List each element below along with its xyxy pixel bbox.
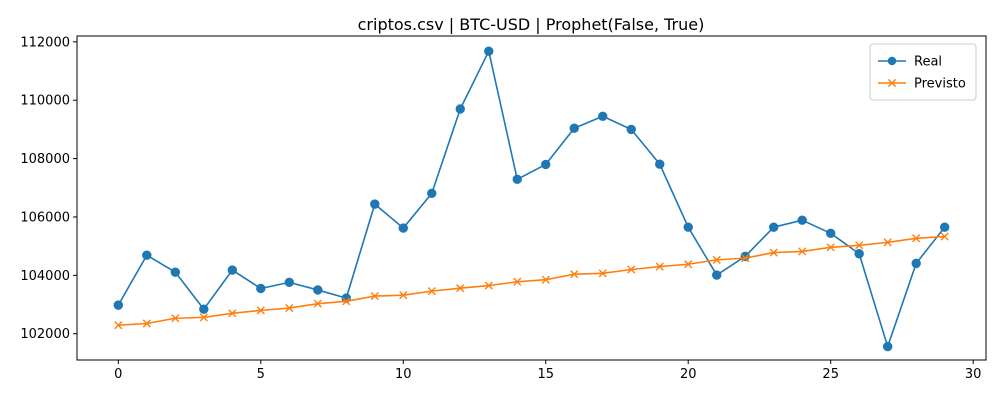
data-point [797, 215, 807, 225]
data-point [142, 250, 152, 260]
data-point [854, 249, 864, 259]
data-point [655, 262, 664, 271]
data-point [342, 297, 351, 306]
axes-frame [76, 35, 987, 361]
data-point [228, 309, 237, 318]
data-point [855, 241, 864, 250]
legend-label: Real [914, 55, 942, 70]
data-point [171, 314, 180, 323]
data-point [883, 238, 892, 247]
data-point [740, 251, 750, 262]
data-point [683, 222, 693, 232]
x-tick-label: 10 [395, 367, 412, 382]
data-point [484, 46, 494, 56]
data-point [313, 299, 322, 308]
chart-title: criptos.csv | BTC-USD | Prophet(False, T… [358, 15, 705, 34]
series-line-previsto [118, 235, 945, 327]
x-tick-label: 20 [680, 367, 697, 382]
data-point [227, 265, 237, 275]
plot-area [76, 35, 987, 361]
data-point [456, 284, 465, 293]
x-tick-label: 25 [822, 367, 839, 382]
data-point [626, 124, 636, 135]
legend-marker [887, 56, 897, 66]
data-point [113, 300, 124, 310]
data-point [769, 222, 779, 232]
x-tick-label: 0 [114, 367, 122, 382]
legend-marker [887, 78, 897, 88]
data-point [370, 199, 380, 209]
data-point [455, 104, 465, 114]
data-point [655, 159, 665, 169]
series-real [113, 46, 950, 352]
data-point [399, 291, 408, 300]
data-point [939, 222, 950, 232]
data-point [513, 277, 522, 286]
series-line-real [117, 50, 946, 348]
y-tick-label: 104000 [20, 269, 70, 284]
data-point [285, 303, 294, 313]
data-point [142, 319, 151, 328]
data-point [911, 258, 921, 269]
data-point [826, 243, 835, 252]
data-point [712, 255, 721, 264]
data-point [370, 291, 379, 301]
y-tick-label: 102000 [20, 327, 70, 342]
data-point [398, 223, 408, 233]
data-point [256, 283, 266, 294]
data-point [541, 275, 550, 284]
data-point [798, 247, 807, 256]
data-point [170, 267, 181, 277]
data-point [882, 341, 893, 352]
data-point [769, 248, 778, 257]
y-tick-label: 106000 [20, 210, 70, 225]
x-tick-label: 30 [965, 367, 982, 382]
data-point [940, 232, 949, 241]
data-point [512, 174, 522, 185]
data-point [741, 254, 750, 263]
data-point [627, 265, 636, 274]
legend-label: Previsto [914, 77, 966, 92]
data-point [712, 270, 722, 280]
data-point [598, 111, 608, 121]
x-tick-label: 15 [537, 367, 554, 382]
data-point [569, 123, 579, 133]
data-point [570, 270, 579, 279]
data-point [598, 269, 607, 278]
y-tick-label: 110000 [20, 94, 70, 109]
y-tick-label: 108000 [20, 152, 70, 167]
data-point [199, 304, 209, 314]
data-point [313, 285, 323, 295]
series-previsto [114, 232, 949, 330]
y-axis: 102000 104000 106000 108000 110000 112000 [20, 35, 77, 342]
data-point [256, 306, 265, 315]
data-point [684, 260, 693, 269]
data-point [912, 234, 921, 243]
series-layer [113, 46, 950, 352]
data-point [826, 228, 836, 239]
data-point [199, 313, 208, 322]
y-tick-label: 112000 [20, 35, 70, 50]
data-point [427, 287, 436, 296]
data-point [484, 281, 493, 290]
legend-box [869, 43, 977, 101]
data-point [541, 159, 551, 170]
x-axis: 0 5 10 15 20 25 30 [114, 360, 981, 382]
data-point [114, 321, 123, 330]
legend: Real Previsto [869, 43, 977, 101]
data-point [284, 277, 294, 288]
data-point [427, 188, 437, 199]
x-tick-label: 5 [257, 367, 265, 382]
